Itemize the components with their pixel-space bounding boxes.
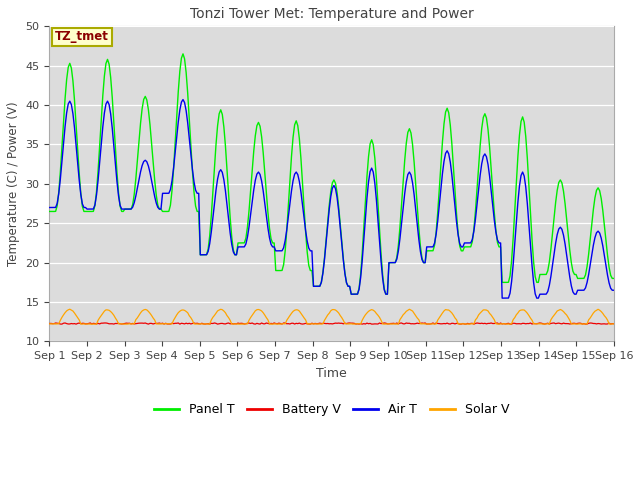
Text: TZ_tmet: TZ_tmet <box>55 30 109 44</box>
Y-axis label: Temperature (C) / Power (V): Temperature (C) / Power (V) <box>7 102 20 266</box>
X-axis label: Time: Time <box>316 367 347 380</box>
Title: Tonzi Tower Met: Temperature and Power: Tonzi Tower Met: Temperature and Power <box>189 7 474 21</box>
Legend: Panel T, Battery V, Air T, Solar V: Panel T, Battery V, Air T, Solar V <box>149 398 515 421</box>
